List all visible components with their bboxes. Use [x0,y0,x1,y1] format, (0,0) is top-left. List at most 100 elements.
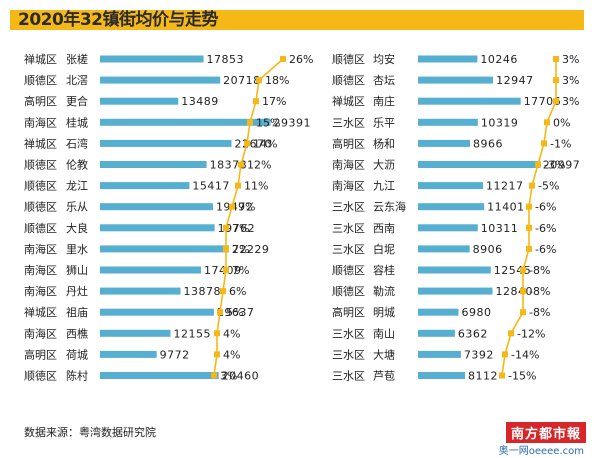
town-label: 容桂 [373,263,395,277]
price-bar [418,203,485,211]
trend-label: -15% [508,370,536,383]
price-bar [418,350,461,358]
price-value: 6980 [461,306,491,319]
price-value: 20460 [222,370,260,383]
district-label: 高明区 [332,305,365,319]
price-bar [100,97,179,105]
district-label: 南海区 [332,179,365,193]
district-label: 高明区 [24,347,57,361]
district-label: 顺德区 [24,73,57,87]
price-value: 15417 [192,180,230,193]
price-value: 29391 [273,116,311,129]
price-value: 13878 [183,285,221,298]
price-value: 10311 [481,222,519,235]
district-label: 三水区 [332,243,365,256]
trend-point [256,77,262,84]
trend-label: -6% [535,222,556,235]
district-label: 顺德区 [24,200,57,214]
district-label: 南海区 [24,263,57,277]
price-bar [100,118,271,126]
price-value: 11401 [487,201,525,214]
trend-point [520,309,526,316]
price-bar [100,203,213,211]
price-bar [418,287,493,295]
town-label: 大塘 [373,347,395,361]
price-value: 12947 [496,74,534,87]
district-label: 顺德区 [24,221,57,235]
price-value: 20997 [543,159,581,172]
trend-label: -12% [517,327,545,340]
trend-label: 15% [256,116,280,129]
trend-label: 7% [232,243,249,256]
price-bar [100,76,221,84]
trend-point [541,140,547,147]
price-bar [418,182,484,190]
district-label: 禅城区 [24,305,57,319]
town-label: 更合 [66,94,88,108]
price-value: 12155 [173,327,211,340]
trend-label: 3% [562,95,579,108]
town-label: 杏坛 [373,74,395,87]
price-value: 22229 [232,243,270,256]
trend-point [244,140,250,147]
trend-label: 12% [247,159,271,172]
watermark-logo: 南方都市報 奥一网oeeee.com [478,422,590,457]
price-bar [418,76,494,84]
trend-point [508,330,514,337]
district-label: 南海区 [24,242,57,256]
trend-label: 7% [232,264,249,277]
trend-point [217,309,223,316]
price-bar [418,245,470,253]
district-label: 禅城区 [332,94,365,108]
trend-point [253,98,259,105]
price-value: 7392 [464,348,494,361]
trend-label: 9% [238,201,255,214]
town-label: 里水 [66,243,88,256]
trend-point [535,161,541,168]
district-label: 高明区 [24,94,57,108]
price-value: 8966 [473,137,503,150]
district-label: 南海区 [24,284,57,298]
town-label: 白坭 [373,242,395,256]
trend-label: 11% [244,180,268,193]
trend-label: -5% [538,180,559,193]
price-value: 13489 [181,95,219,108]
price-bar [100,350,157,358]
trend-point [499,372,505,379]
trend-label: 14% [253,137,277,150]
district-label: 南海区 [24,326,57,340]
trend-label: -8% [529,285,550,298]
trend-label: 5% [226,306,243,319]
district-label: 顺德区 [332,263,365,277]
logo-main-text: 南方都市報 [505,422,586,443]
price-bar [100,182,190,190]
price-value: 19637 [217,306,255,319]
trend-point [553,56,559,62]
town-label: 杨和 [373,136,395,150]
district-label: 顺德区 [24,158,57,172]
trend-point [229,203,235,210]
trend-line [213,58,284,376]
page-title: 2020年32镇街均价与走势 [18,10,218,30]
town-label: 石湾 [66,136,88,150]
trend-point [520,288,526,295]
trend-point [526,203,532,210]
price-value: 6362 [458,327,488,340]
trend-point [247,119,253,126]
district-label: 顺德区 [24,369,57,383]
trend-point [223,267,229,273]
trend-label: 3% [562,53,579,66]
town-label: 祖庙 [66,305,88,319]
price-bar [100,55,204,63]
town-label: 北滘 [66,74,88,87]
title-band [10,10,584,30]
town-label: 南山 [373,327,395,340]
district-label: 禅城区 [24,136,57,150]
trend-label: 18% [265,74,289,87]
trend-point [529,182,535,189]
price-bar [418,55,478,63]
price-bar [418,372,466,379]
price-bar [418,118,478,126]
town-label: 勒流 [373,284,395,298]
trend-point [553,98,559,105]
